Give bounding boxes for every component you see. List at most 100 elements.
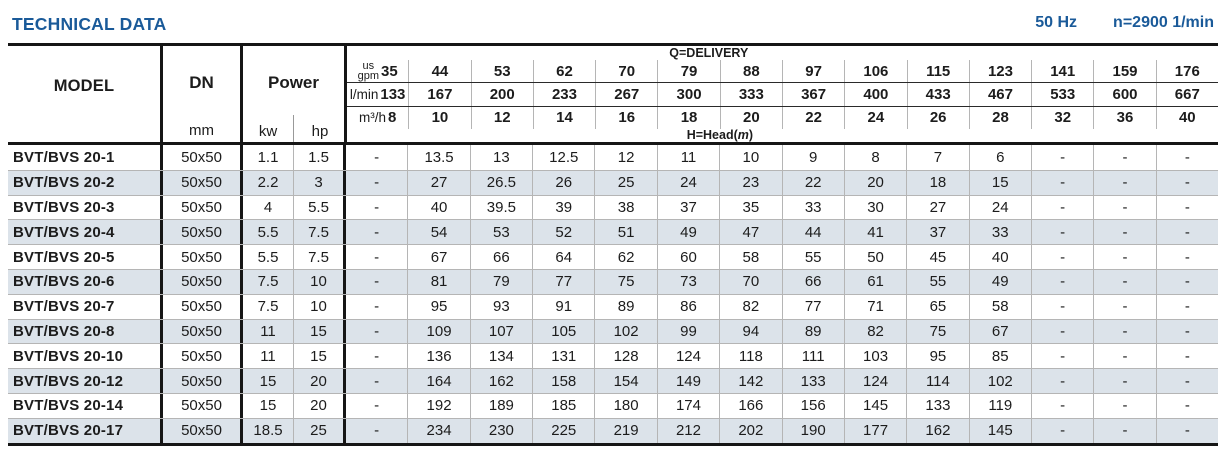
power-units: kw hp [243, 115, 344, 142]
flow-value-cell: 300 [657, 83, 719, 106]
flow-value: 88 [742, 62, 760, 80]
head-value-cell: - [1093, 195, 1155, 220]
flow-value: 62 [556, 62, 573, 80]
head-value-cell: - [1030, 195, 1093, 220]
head-value-cell: 39 [532, 195, 594, 220]
head-value-cell: 49 [656, 220, 719, 245]
head-value-cell: 18 [906, 170, 968, 195]
head-value-cell: 131 [532, 344, 594, 369]
head-value-cell: - [1093, 245, 1155, 269]
head-value-cell: - [374, 174, 380, 192]
head-value-cell: - [1155, 195, 1218, 220]
head-value-cell: - [374, 198, 380, 216]
head-value-cell: - [374, 298, 380, 316]
head-value-cell: - [1093, 294, 1155, 319]
kw-cell: 7.5 [257, 298, 279, 316]
head-value-cell: 61 [843, 269, 906, 294]
operating-conditions: 50 Hz n=2900 1/min [1035, 14, 1216, 32]
model-cell: BVT/BVS 20-8 [8, 319, 163, 344]
hp-cell: 20 [293, 393, 346, 418]
flow-value: 367 [801, 85, 827, 103]
head-value-cell: - [374, 248, 380, 266]
head-value-cell: 86 [656, 294, 719, 319]
page-title: TECHNICAL DATA [12, 14, 167, 34]
hp-cell: 7.5 [293, 245, 346, 269]
frequency-label: 50 Hz [1035, 14, 1078, 31]
head-value-cell: 9 [781, 145, 844, 170]
head-value-cell: 20 [843, 170, 906, 195]
model-cell: BVT/BVS 20-10 [8, 344, 163, 369]
head-value-cell: 212 [656, 418, 719, 443]
kw-unit-label: kw [258, 123, 278, 140]
head-value-cell: 164 [407, 369, 469, 393]
table-body: BVT/BVS 20-1 50x50 1.1 1.5-13.5 13 12.5 12 11 10… [8, 145, 1218, 443]
head-value-cell: 24 [968, 195, 1031, 220]
head-value-cell: 58 [968, 294, 1031, 319]
flow-value-cell: 400 [844, 83, 906, 106]
model-cell: BVT/BVS 20-4 [8, 220, 163, 245]
head-value-cell: - [1030, 393, 1093, 418]
head-value-cell: 162 [469, 369, 532, 393]
head-value-cell: - [1093, 145, 1155, 170]
head-value-cell: 114 [906, 369, 968, 393]
dn-cell: 50x50 [163, 319, 243, 344]
flow-value: 533 [1050, 85, 1076, 103]
head-value-cell: 54 [407, 220, 469, 245]
head-value-cell: 45 [906, 245, 968, 269]
head-value-cell: 11 [656, 145, 719, 170]
head-value-cell: 85 [968, 344, 1031, 369]
hp-cell: 10 [293, 294, 346, 319]
flow-value: 8 [387, 109, 397, 127]
model-cell: BVT/BVS 20-7 [8, 294, 163, 319]
head-value-cell: 66 [469, 245, 532, 269]
head-value-cell: 8 [843, 145, 906, 170]
flow-value-cell: 667 [1155, 83, 1218, 106]
flow-value-cell: 600 [1093, 83, 1155, 106]
head-value-cell: 73 [656, 269, 719, 294]
head-value-cell: - [1030, 220, 1093, 245]
head-value-cell: 192 [407, 393, 469, 418]
dn-cell: 50x50 [163, 220, 243, 245]
head-value-cell: 89 [594, 294, 656, 319]
flow-value: 36 [1116, 109, 1134, 127]
dn-cell: 50x50 [163, 170, 243, 195]
flow-value: 106 [863, 62, 889, 80]
kw-cell: 11 [260, 347, 276, 365]
head-value-cell: 53 [469, 220, 532, 245]
flow-value: 333 [738, 85, 764, 103]
flow-value: 35 [381, 62, 398, 80]
head-value-cell: - [1155, 245, 1218, 269]
head-value-cell: 41 [843, 220, 906, 245]
head-value-cell: 52 [532, 220, 594, 245]
flow-value-cell: 167 [408, 83, 470, 106]
model-cell: BVT/BVS 20-17 [8, 418, 163, 443]
head-value-cell: 50 [843, 245, 906, 269]
flow-value-cell: 267 [595, 83, 657, 106]
head-value-cell: 95 [407, 294, 469, 319]
head-value-cell: 77 [781, 294, 844, 319]
head-value-cell: 102 [594, 319, 656, 344]
head-value-cell: 39.5 [469, 195, 532, 220]
flow-value-cell: 16 [595, 106, 657, 129]
flow-value-cell: 22 [781, 106, 844, 129]
kw-cell: 2.2 [257, 174, 279, 192]
flow-unit-label: us gpm [358, 60, 379, 82]
flow-value: 400 [863, 85, 889, 103]
flow-value-cell: 176 [1155, 60, 1218, 83]
head-value-cell: 51 [594, 220, 656, 245]
head-value-cell: - [1093, 344, 1155, 369]
flow-value-cell: 24 [844, 106, 906, 129]
table-row: BVT/BVS 20-6 50x50 7.5 10 - 81 79 77 75 73 70 66 61 5… [8, 268, 1218, 294]
flow-value: 133 [380, 85, 406, 103]
head-value-cell: - [374, 397, 380, 415]
dn-cell: 50x50 [163, 269, 243, 294]
model-cell: BVT/BVS 20-5 [8, 245, 163, 269]
table-row: BVT/BVS 20-14 50x50 15 20 - 192 189 185 180 174 16… [8, 392, 1218, 418]
head-value-cell: 234 [407, 418, 469, 443]
flow-unit-top: us [362, 60, 375, 73]
head-value-cell: 47 [719, 220, 781, 245]
head-value-cell: 225 [532, 418, 594, 443]
flow-value-cell: 10 [408, 106, 470, 129]
head-value-cell: - [1155, 294, 1218, 319]
head-value-cell: 26 [532, 170, 594, 195]
